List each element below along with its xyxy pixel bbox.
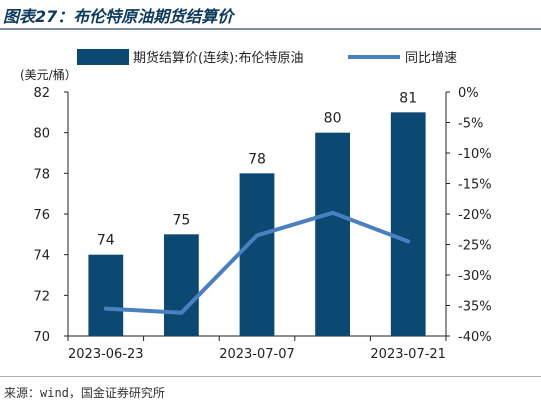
y-tick-label-left: 82 <box>33 86 50 101</box>
bar <box>88 254 124 336</box>
bar <box>164 234 199 336</box>
bar <box>239 173 275 336</box>
y-tick-label-right: -35% <box>458 300 492 315</box>
x-tick-label: 2023-07-07 <box>219 347 295 362</box>
bar-data-label: 78 <box>248 151 266 167</box>
y-tick-label-right: -20% <box>458 208 492 223</box>
y-tick-label-right: -25% <box>458 239 492 254</box>
y-tick-label-right: 0% <box>458 86 479 101</box>
bar-data-labels: 74 75 78 80 81 <box>97 90 417 248</box>
y-tick-label-right: -5% <box>458 117 483 132</box>
bar <box>390 112 426 336</box>
title-divider <box>0 28 541 30</box>
y-tick-label-left: 76 <box>33 208 50 223</box>
y-tick-label-left: 72 <box>33 289 50 304</box>
bar-series <box>88 112 426 336</box>
chart: 期货结算价(连续):布伦特原油 同比增速 (美元/桶） 70 72 74 76 78 80… <box>20 49 492 362</box>
legend-bar-swatch <box>77 49 129 65</box>
y-tick-label-right: -30% <box>458 269 492 284</box>
footer-divider <box>0 376 541 377</box>
y-axis-unit-label: (美元/桶） <box>20 67 77 82</box>
legend-line-label: 同比增速 <box>405 51 457 66</box>
y-tick-label-right: -15% <box>458 178 492 193</box>
figure-title: 图表27：布伦特原油期货结算价 <box>3 7 234 26</box>
y-tick-label-left: 80 <box>33 127 50 142</box>
y-tick-label-left: 74 <box>33 249 50 264</box>
y-tick-label-right: -10% <box>458 147 492 162</box>
y-tick-label-left: 70 <box>33 330 50 345</box>
y-tick-label-right: -40% <box>458 330 492 345</box>
y-tick-label-left: 78 <box>33 167 50 182</box>
x-tick-label: 2023-07-21 <box>370 347 446 362</box>
x-tick-label: 2023-06-23 <box>68 347 144 362</box>
line-series <box>103 210 411 315</box>
legend: 期货结算价(连续):布伦特原油 同比增速 <box>77 49 457 66</box>
bar-data-label: 74 <box>97 233 115 249</box>
axes: 70 72 74 76 78 80 82 0% -5% -10% -15% -20% -25% -30% -… <box>33 86 491 362</box>
bar-data-label: 81 <box>399 90 417 106</box>
bar-data-label: 75 <box>172 212 190 228</box>
bar-data-label: 80 <box>324 111 342 127</box>
bar <box>315 132 350 336</box>
legend-bar-label: 期货结算价(连续):布伦特原油 <box>133 50 304 66</box>
source-note: 来源：wind，国金证券研究所 <box>4 386 165 400</box>
